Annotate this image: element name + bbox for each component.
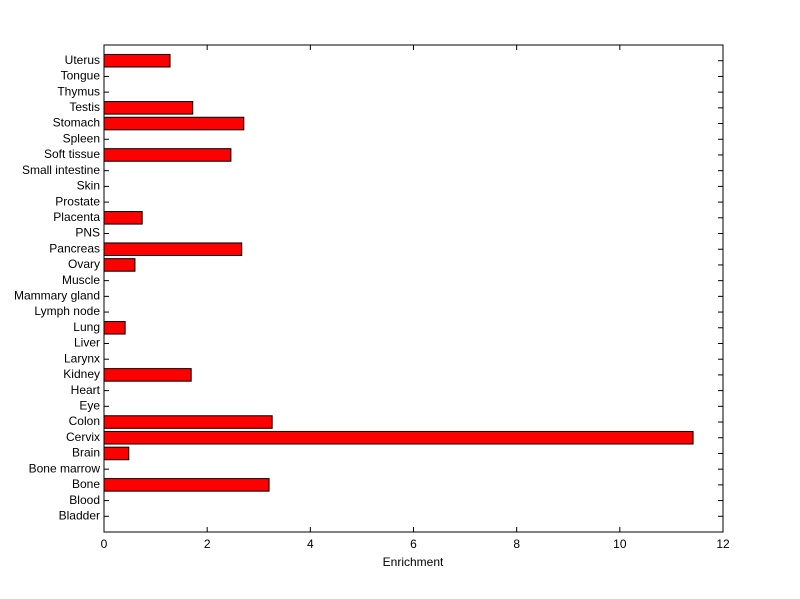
x-tick-label: 6 [410,537,417,551]
x-axis-label: Enrichment [383,555,444,569]
y-tick-label: Placenta [53,210,100,224]
bar [103,148,232,162]
y-tick-label: Mammary gland [14,289,100,303]
y-tick-label: Lung [73,320,100,334]
bar [103,116,245,131]
x-tick-label: 10 [613,537,627,551]
y-tick-label: Spleen [63,131,100,145]
plot-frame [103,44,724,533]
y-tick-label: Bladder [59,508,100,522]
y-tick-label: Brain [72,446,100,460]
bar [103,53,171,68]
bar [103,101,194,115]
y-tick-label: Bone marrow [29,461,101,475]
y-tick-label: Small intestine [22,163,100,177]
y-tick-label: Thymus [57,84,100,98]
y-tick-label: PNS [75,226,100,240]
y-tick-label: Colon [69,414,100,428]
y-tick-label: Blood [69,493,100,507]
y-tick-label: Uterus [65,53,100,67]
bar [103,415,273,429]
bar [103,258,136,272]
bar [103,211,143,225]
x-tick-label: 12 [716,537,730,551]
y-tick-label: Pancreas [49,241,100,255]
x-tick-label: 0 [101,537,108,551]
y-tick-label: Ovary [68,257,100,271]
bar [103,478,270,492]
y-tick-label: Testis [69,100,100,114]
x-tick-label: 8 [513,537,520,551]
y-tick-label: Kidney [63,367,100,381]
x-tick-label: 4 [307,537,314,551]
y-tick-label: Cervix [66,430,100,444]
y-tick-label: Liver [74,336,100,350]
bar [103,242,243,257]
y-tick-label: Eye [79,398,100,412]
y-tick-label: Heart [71,383,101,397]
y-tick-label: Soft tissue [44,147,100,161]
y-tick-label: Stomach [53,116,100,130]
y-tick-label: Tongue [61,69,101,83]
bar [103,430,694,445]
y-tick-label: Prostate [55,194,100,208]
bar [103,368,192,382]
bar [103,446,130,461]
y-tick-label: Muscle [62,273,100,287]
y-tick-label: Larynx [64,351,100,365]
x-tick-label: 2 [204,537,211,551]
y-tick-label: Skin [77,179,100,193]
y-tick-label: Bone [72,477,100,491]
y-tick-label: Lymph node [34,304,100,318]
bar [103,320,126,335]
